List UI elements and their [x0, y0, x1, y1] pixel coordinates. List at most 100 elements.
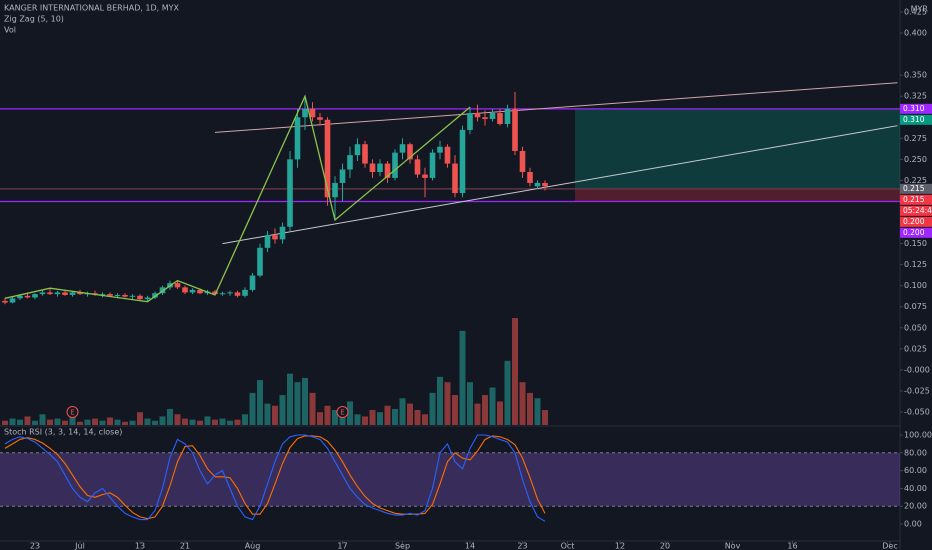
volume-bar — [197, 420, 203, 425]
stoch-y-tick-label: 100.00 — [904, 431, 932, 440]
volume-bar — [182, 418, 188, 425]
candle-body — [302, 108, 308, 118]
candle-body — [422, 174, 428, 178]
event-marker — [66, 406, 79, 418]
candle-body — [182, 287, 188, 293]
candle-body — [497, 113, 503, 124]
y-tick-label: 0.025 — [904, 344, 927, 353]
candle-body — [77, 292, 83, 295]
candle-body — [452, 163, 458, 194]
candle-body — [339, 169, 346, 183]
candle-body — [249, 275, 256, 290]
volume-bar — [437, 376, 443, 425]
volume-bar — [212, 419, 218, 425]
y-tick-label: 0.075 — [904, 302, 927, 311]
volume-bar — [519, 382, 526, 425]
stoch-band — [0, 452, 900, 507]
price-label-box — [900, 194, 932, 205]
candle-body — [534, 182, 541, 187]
volume-bar — [489, 387, 496, 425]
candle-body — [197, 289, 203, 294]
candle-body — [279, 226, 286, 240]
volume-bar — [309, 392, 316, 425]
x-tick-label: 20 — [660, 542, 670, 550]
volume-bar — [369, 410, 376, 425]
x-tick-label: 21 — [180, 542, 190, 550]
x-tick-label: 23 — [517, 542, 527, 550]
candle-body — [287, 159, 293, 227]
price-label: 0.215 — [903, 195, 925, 204]
volume-bar — [234, 419, 241, 425]
volume-bar — [384, 405, 391, 425]
volume-bar — [264, 403, 271, 425]
y-tick-label: 0.225 — [904, 176, 927, 185]
candle-body — [122, 294, 128, 297]
candle-body — [377, 163, 383, 172]
candle-body — [257, 247, 263, 276]
candle-body — [362, 144, 368, 164]
volume-bar — [459, 330, 466, 425]
y-tick-label: 0.350 — [904, 71, 927, 80]
volume-bar — [107, 417, 113, 425]
x-tick-label: 14 — [465, 542, 475, 550]
candle-body — [54, 292, 61, 295]
volume-bar — [414, 410, 421, 425]
volume-bar — [527, 392, 533, 425]
volume-bar — [32, 420, 38, 425]
stoch-title: Stoch RSI (3, 3, 14, 14, close) — [4, 428, 122, 437]
x-tick-label: Nov — [725, 542, 741, 550]
candle-body — [482, 117, 488, 119]
price-label: 0.310 — [903, 104, 925, 113]
y-tick-label: 0.400 — [904, 29, 927, 38]
stoch-y-tick-label: 40.00 — [904, 484, 927, 493]
x-tick-label: Jul — [74, 542, 85, 550]
volume-bar — [354, 414, 361, 425]
stoch-y-tick-label: 60.00 — [904, 466, 927, 475]
volume-bar — [47, 419, 53, 425]
candle-body — [324, 119, 331, 198]
candle-body — [407, 144, 413, 160]
candle-body — [512, 108, 518, 151]
volume-bar — [287, 373, 293, 425]
indicator-label: Vol — [4, 26, 16, 35]
volume-bar — [137, 412, 143, 425]
candle-body — [47, 292, 53, 295]
trend-line — [222, 125, 898, 245]
volume-bar — [174, 414, 181, 425]
volume-bar — [534, 398, 541, 425]
volume-bar — [9, 418, 16, 425]
candle-body — [272, 235, 278, 240]
candle-body — [129, 295, 136, 297]
volume-bar — [54, 418, 61, 425]
volume-bar — [362, 416, 368, 425]
volume-bar — [242, 414, 248, 425]
candle-body — [294, 117, 301, 160]
volume-bar — [294, 382, 301, 425]
candle-body — [429, 152, 436, 178]
volume-bar — [332, 410, 338, 425]
x-tick-label: 23 — [30, 542, 40, 550]
volume-bar — [227, 420, 233, 425]
x-tick-label: 17 — [337, 542, 347, 550]
volume-bar — [302, 377, 308, 425]
volume-bar — [69, 417, 76, 425]
stoch-k-line — [4, 434, 546, 522]
chart-title: KANGER INTERNATIONAL BERHAD, 1D, MYX — [4, 4, 180, 13]
volume-bar — [467, 382, 473, 425]
stoch-y-tick-label: 20.00 — [904, 502, 927, 511]
volume-bar — [422, 414, 428, 425]
volume-bar — [219, 418, 226, 425]
y-tick-label: 0.100 — [904, 281, 927, 290]
zigzag-line — [4, 94, 471, 303]
x-tick-label: 16 — [787, 542, 797, 550]
candle-body — [24, 295, 31, 298]
candle-body — [107, 294, 113, 296]
candle-body — [347, 155, 353, 170]
candle-body — [62, 292, 68, 295]
y-tick-label: 0.425 — [904, 8, 927, 17]
volume-bar — [84, 419, 91, 425]
candle-body — [527, 172, 533, 183]
candle-body — [114, 294, 121, 296]
candle-body — [99, 294, 106, 296]
volume-bar — [39, 414, 46, 425]
